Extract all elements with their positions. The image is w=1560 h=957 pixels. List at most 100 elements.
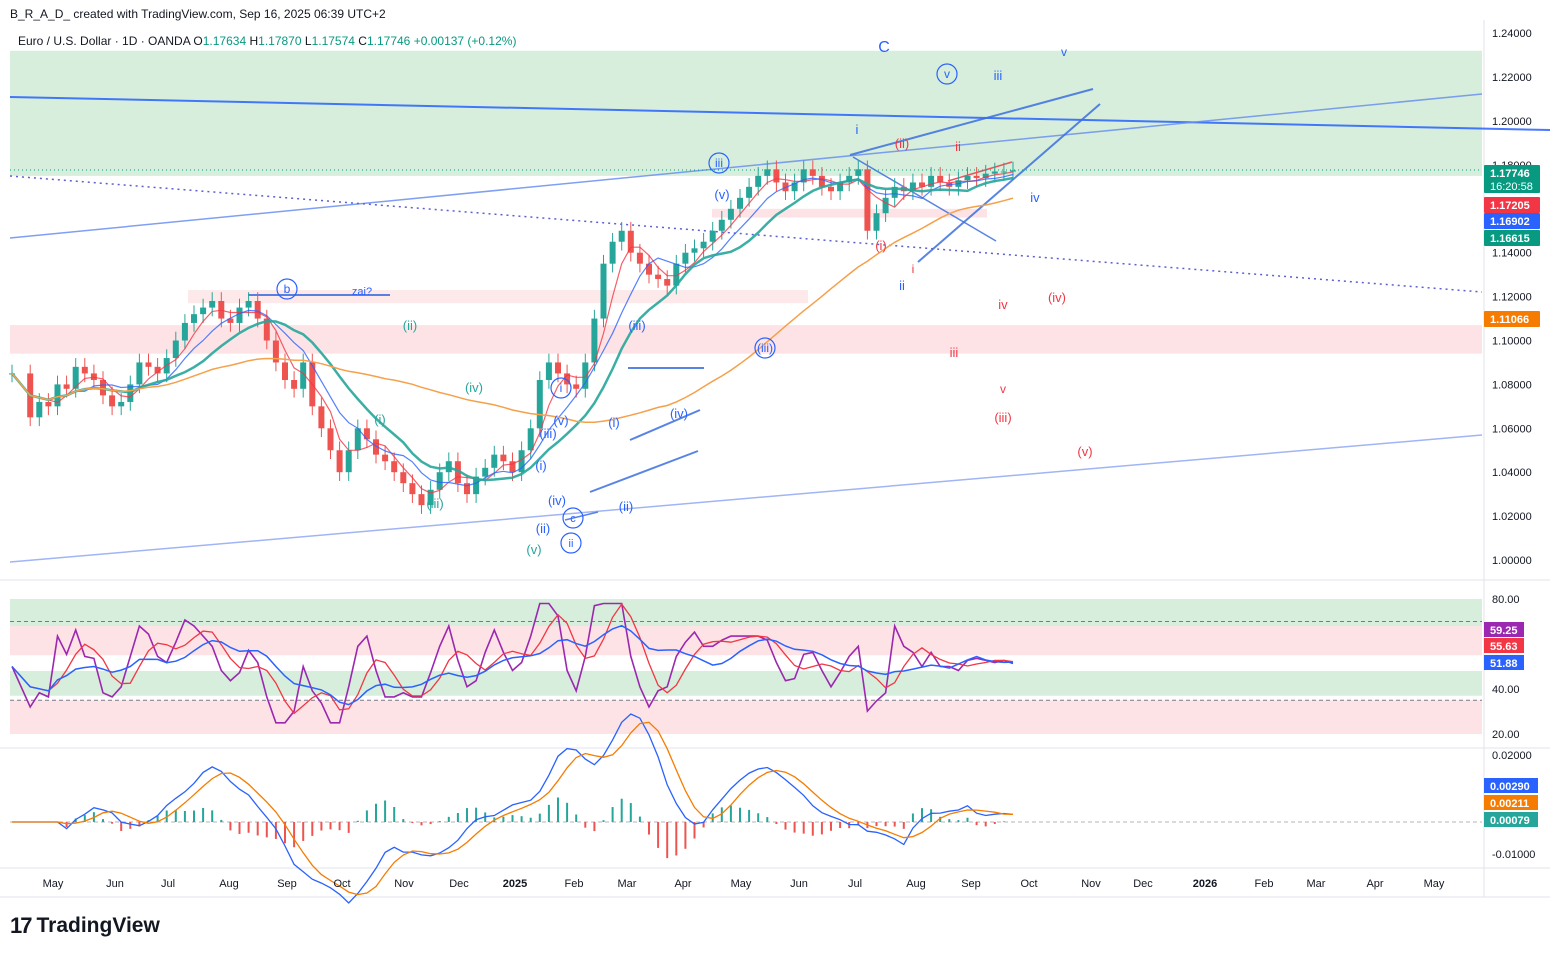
rsi-badge-value: 59.25 (1490, 625, 1518, 637)
open-label: O (193, 34, 203, 48)
time-tick-label: Dec (1133, 878, 1153, 890)
rsi-line (11, 602, 1014, 724)
candle-body (873, 213, 880, 231)
rsi-badge (1484, 655, 1524, 670)
resistance-zone-small (712, 208, 987, 218)
candle-body (837, 182, 844, 192)
candle-body (200, 307, 207, 315)
candle-body (336, 450, 343, 473)
candle-body (109, 395, 116, 407)
time-tick-label: Jul (161, 878, 175, 890)
dotted-trend-line (9, 175, 1483, 293)
change-value: +0.00137 (+0.12%) (413, 34, 517, 48)
wave-label: (iii) (539, 426, 556, 441)
price-badge (1484, 197, 1540, 213)
candle-body (673, 263, 680, 286)
wave-label: C (878, 39, 890, 56)
trend-line (917, 103, 1101, 263)
tv-logo-icon: 17 (10, 913, 33, 938)
time-tick-label: Apr (1366, 878, 1383, 890)
time-tick-label: May (43, 878, 64, 890)
price-tick-label: 1.04000 (1492, 467, 1532, 479)
open-value: 1.17634 (202, 34, 247, 48)
trend-line (9, 96, 1551, 131)
candle-body (45, 401, 52, 407)
candle-body (700, 241, 707, 249)
tradingview-logo[interactable]: 17 TradingView (10, 913, 160, 939)
candle-body (409, 483, 416, 495)
candle-body (363, 428, 370, 440)
candle-body (154, 366, 161, 374)
candle-body (172, 340, 179, 359)
candle-body (582, 362, 589, 389)
rsi-badge (1484, 622, 1524, 637)
ma-slow-line (11, 176, 1014, 482)
candle-body (919, 182, 925, 187)
candle-body (181, 322, 188, 341)
wave-label: (v) (714, 187, 729, 202)
candle-body (618, 230, 625, 242)
symbol-legend[interactable]: Euro / U.S. Dollar · 1D · OANDA O1.17634… (18, 34, 516, 48)
candle-body (718, 219, 725, 231)
wave-label: iv (1030, 190, 1040, 205)
close-value: 1.17746 (366, 34, 411, 48)
rsi-tick-label: 40.00 (1492, 684, 1520, 696)
wave-label-circle (560, 532, 582, 554)
price-badge-value: 1.17746 (1490, 168, 1530, 180)
candle-body (136, 362, 143, 385)
time-tick-label: Apr (674, 878, 691, 890)
candle-body (345, 450, 352, 473)
candle-body (909, 182, 916, 192)
wave-label-circle (936, 63, 958, 85)
candle-body (209, 300, 216, 308)
wave-label: (i) (535, 458, 547, 473)
trend-line (9, 93, 1483, 239)
candle-body (755, 175, 762, 187)
price-tick-label: 1.08000 (1492, 379, 1532, 391)
low-value: 1.17574 (311, 34, 355, 48)
trend-line (564, 511, 599, 521)
candle-body (1010, 170, 1016, 172)
candle-body (81, 366, 88, 374)
wave-label: iv (998, 297, 1008, 312)
candle-body (454, 461, 461, 484)
macd-badge (1484, 778, 1538, 793)
time-tick-label: Sep (961, 878, 981, 890)
wave-label: iii (715, 156, 723, 170)
candle-body (418, 494, 425, 506)
trend-line (849, 88, 1094, 156)
time-tick-label: Dec (449, 878, 469, 890)
wave-label: (iv) (465, 380, 483, 395)
candle-body (72, 366, 79, 389)
candle-body (846, 175, 853, 183)
macd-badge (1484, 795, 1538, 810)
candle-body (573, 384, 580, 389)
candle-body (145, 362, 152, 367)
ma-200-line (11, 197, 1014, 424)
rsi-ma-fast-line (11, 602, 1014, 715)
wave-label: (ii) (403, 318, 417, 333)
wave-label: v (944, 67, 950, 81)
rsi-mid-zone-green (10, 671, 1482, 696)
candle-body (391, 461, 398, 473)
candle-body (518, 450, 525, 473)
wave-label: (ii) (619, 499, 633, 514)
candle-body (627, 230, 634, 253)
candle-body (636, 252, 643, 264)
wave-label: (iv) (670, 406, 688, 421)
macd-tick-label: 0.02000 (1492, 750, 1532, 762)
price-badge-value: 1.17205 (1490, 200, 1530, 212)
price-tick-label: 1.12000 (1492, 292, 1532, 304)
rsi-badge-value: 55.63 (1490, 641, 1518, 653)
wave-label-circle (708, 152, 730, 174)
rsi-tick-label: 80.00 (1492, 594, 1520, 606)
candle-body (473, 476, 480, 495)
candle-body (991, 171, 998, 174)
candle-body (973, 175, 980, 179)
candle-body (646, 263, 652, 275)
candle-body (291, 380, 298, 389)
candle-body (828, 186, 834, 192)
candle-body (882, 197, 889, 214)
rsi-ma-slow-line (11, 624, 1014, 706)
